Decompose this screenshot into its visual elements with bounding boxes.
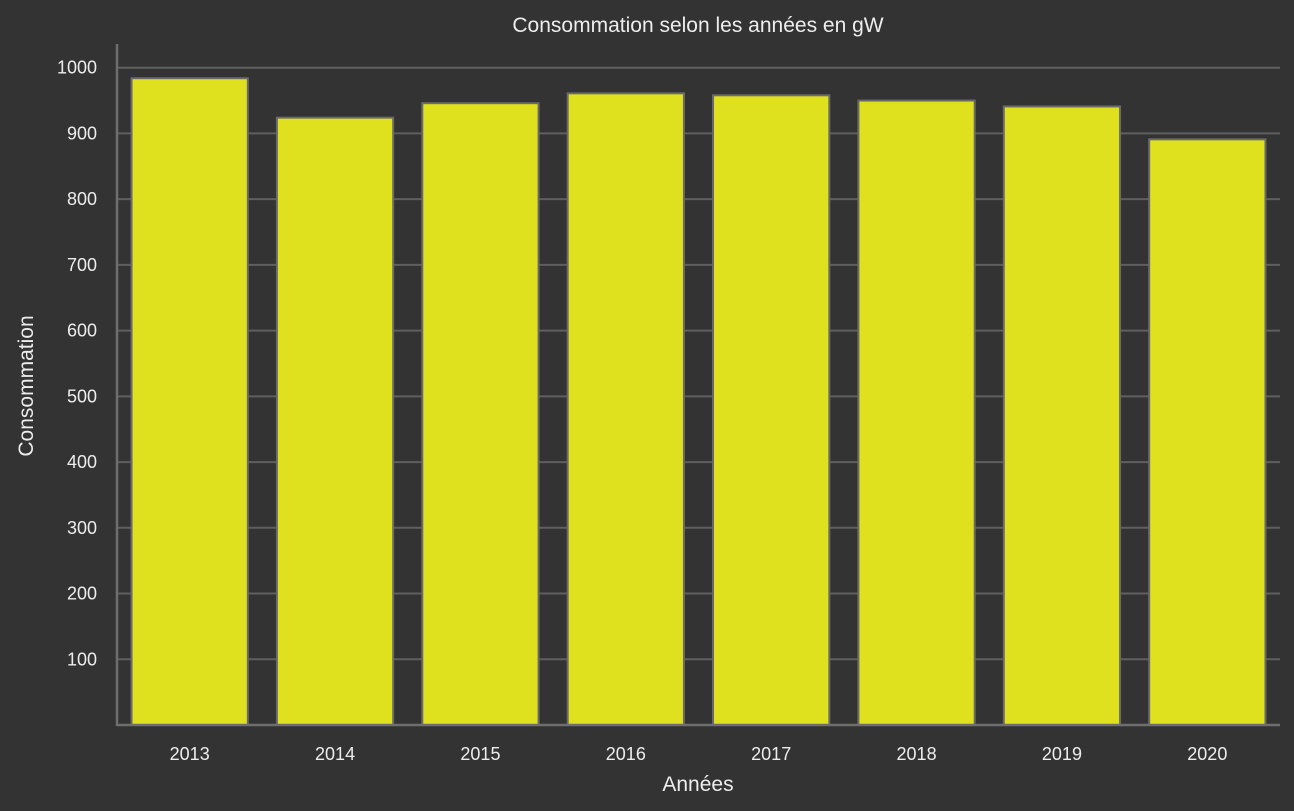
- x-tick-labels: 2013 2014 2015 2016 2017 2018 2019 2020: [170, 744, 1228, 764]
- y-tick-label-700: 700: [67, 255, 97, 275]
- bar-2020: [1148, 138, 1267, 727]
- y-tick-label-600: 600: [67, 321, 97, 341]
- chart-title: Consommation selon les années en gW: [512, 14, 883, 37]
- x-axis-label: Années: [662, 773, 733, 796]
- bar-2016: [566, 92, 685, 726]
- x-tick-label-2013: 2013: [170, 744, 210, 764]
- y-tick-labels: 100 200 300 400 500 600 700 800 900 1000: [57, 58, 97, 670]
- x-tick-label-2019: 2019: [1042, 744, 1082, 764]
- bar-2013: [130, 77, 249, 726]
- y-tick-label-200: 200: [67, 584, 97, 604]
- bar-2015: [421, 102, 540, 727]
- axes: [115, 44, 1280, 727]
- y-tick-label-400: 400: [67, 452, 97, 472]
- y-axis-label: Consommation: [15, 315, 38, 456]
- y-tick-label-1000: 1000: [57, 58, 97, 78]
- y-tick-label-800: 800: [67, 189, 97, 209]
- y-tick-label-100: 100: [67, 649, 97, 669]
- bar-2018: [857, 99, 976, 726]
- x-tick-label-2015: 2015: [460, 744, 500, 764]
- y-tick-label-900: 900: [67, 123, 97, 143]
- y-tick-label-500: 500: [67, 386, 97, 406]
- x-tick-label-2016: 2016: [606, 744, 646, 764]
- bar-2014: [275, 116, 395, 726]
- x-tick-label-2018: 2018: [897, 744, 937, 764]
- bar-2017: [712, 94, 831, 727]
- x-tick-label-2014: 2014: [315, 744, 355, 764]
- x-tick-label-2020: 2020: [1187, 744, 1227, 764]
- y-tick-label-300: 300: [67, 518, 97, 538]
- x-tick-label-2017: 2017: [751, 744, 791, 764]
- bars: [130, 77, 1267, 727]
- bar-2019: [1002, 105, 1122, 726]
